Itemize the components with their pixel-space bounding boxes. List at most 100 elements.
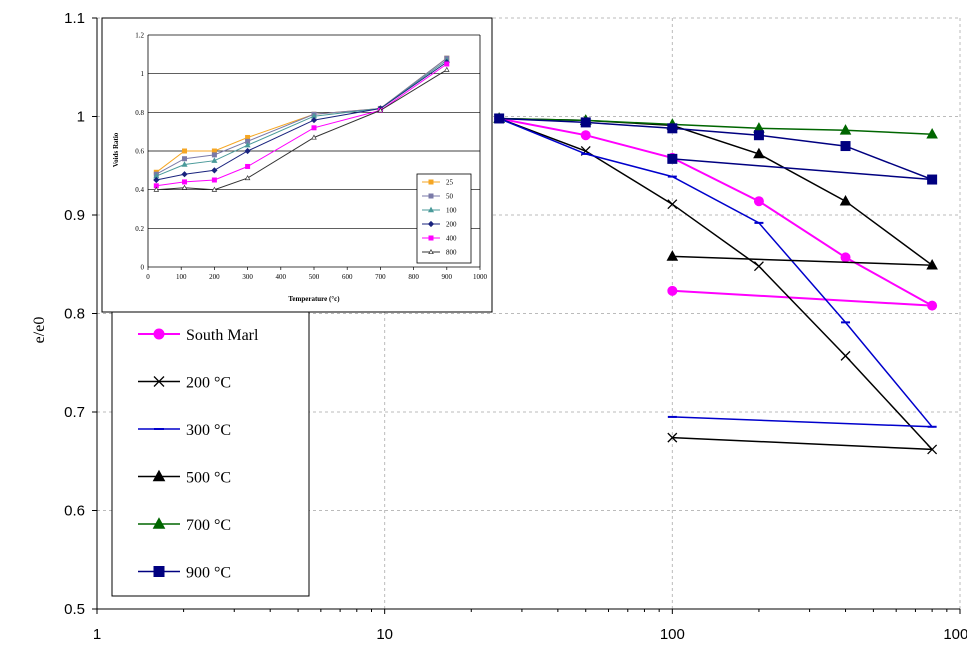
inset-legend-label: 100 [446,207,457,215]
data-point [580,117,591,128]
inset-series [153,55,450,192]
series-line [498,117,934,451]
inset-legend-marker [428,248,434,255]
legend-label: 500 °C [186,470,231,487]
legend-marker [153,376,165,387]
data-point [666,250,679,261]
inset-x-tick-label: 600 [342,273,353,281]
inset-data-point [211,167,218,174]
inset-data-point [244,141,251,148]
inset-data-point [181,184,188,190]
inset-legend: 25 50 100 200 400 800 [416,173,472,264]
inset-legend-item: 25 [422,179,454,187]
series-line [499,117,933,181]
y-tick-label: 0.7 [64,404,85,421]
series-line [498,117,934,428]
legend-marker [153,566,165,577]
legend-label: 700 °C [186,517,231,534]
inset-x-tick-label: 1000 [473,273,488,281]
inset-x-tick-label: 700 [375,273,386,281]
inset-data-point [444,61,450,67]
inset-y-axis-label: Voids Ratio [112,132,120,167]
inset-legend-label: 200 [446,221,457,229]
y-tick-label: 0.9 [64,207,85,224]
inset-data-point [310,116,318,124]
inset-y-tick-label: 1.2 [135,32,144,40]
x-tick-label: 10 [376,626,393,643]
inset-series-800 [153,66,450,192]
inset-x-axis-label: Temperature (°c) [288,295,340,303]
inset-data-point [377,107,384,113]
data-point [667,285,678,296]
inset-data-point [182,148,188,154]
data-point [667,199,678,210]
inset-legend-label: 50 [446,193,454,201]
series-3 [494,117,937,428]
inset-chart: 0 0.2 0.4 0.6 0.8 1 1.2 0 100 200 300 400 500 600 700 8… [101,17,493,313]
inset-data-point [182,179,188,185]
inset-legend-marker [428,235,434,241]
inset-data-point [244,175,251,181]
inset-frame [101,17,493,313]
data-point [667,432,678,443]
inset-y-tick-label: 1 [141,70,145,78]
inset-y-tick-label: 0.4 [135,186,144,194]
series-2 [494,113,938,455]
inset-ticks: 0 0.2 0.4 0.6 0.8 1 1.2 0 100 200 300 400 500 600 700 8… [135,32,487,282]
inset-legend-label: 25 [446,179,454,187]
inset-legend-item: 100 [422,207,457,215]
series-4 [493,112,938,270]
y-tick-label: 0.5 [64,601,85,618]
data-point [494,113,505,124]
data-point [667,153,678,164]
main-series [493,112,938,455]
inset-x-tick-label: 200 [209,273,220,281]
inset-y-tick-label: 0.2 [135,225,144,233]
inset-data-point [211,186,218,192]
data-point [753,261,764,272]
data-point [753,130,764,141]
inset-legend-item: 800 [422,249,457,257]
main-chart: 0.50.60.70.80.911.11101001000 e/e0 [31,10,967,643]
inset-legend-item: 200 [422,221,457,229]
x-tick-label: 100 [660,626,685,643]
inset-data-point [153,176,160,184]
legend-marker [153,328,165,340]
inset-x-tick-label: 900 [442,273,453,281]
data-point [667,123,678,134]
data-point [580,130,591,141]
inset-data-point [211,177,217,183]
inset-data-point [444,66,450,72]
series-line [498,117,933,307]
legend-item: South Marl [138,327,259,344]
y-tick-label: 1 [77,109,85,126]
legend-label: South Marl [186,327,259,344]
inset-y-tick-label: 0.6 [135,148,144,156]
inset-legend-item: 50 [422,193,454,201]
legend-item: 300 °C [138,422,231,439]
inset-data-point [311,134,317,140]
inset-data-point [181,161,188,167]
inset-data-point [244,147,251,155]
data-point [926,259,938,270]
data-point [839,194,852,206]
inset-x-tick-label: 100 [176,273,187,281]
inset-y-tick-label: 0.8 [135,109,144,117]
inset-x-tick-label: 0 [146,273,150,281]
series-5 [493,112,938,139]
y-tick-label: 0.6 [64,503,85,520]
inset-data-point [182,156,188,162]
legend-item: 900 °C [138,565,231,582]
inset-y-tick-label: 0 [141,264,145,272]
legend-item: 500 °C [138,470,231,487]
data-point [753,196,764,207]
legend-item: 700 °C [138,517,231,534]
data-point [927,300,938,311]
series-line [499,117,933,135]
inset-legend-marker [427,220,435,228]
y-axis-label: e/e0 [31,317,48,344]
legend-marker [152,517,166,529]
inset-legend-marker [427,206,435,213]
legend-box [111,307,310,597]
